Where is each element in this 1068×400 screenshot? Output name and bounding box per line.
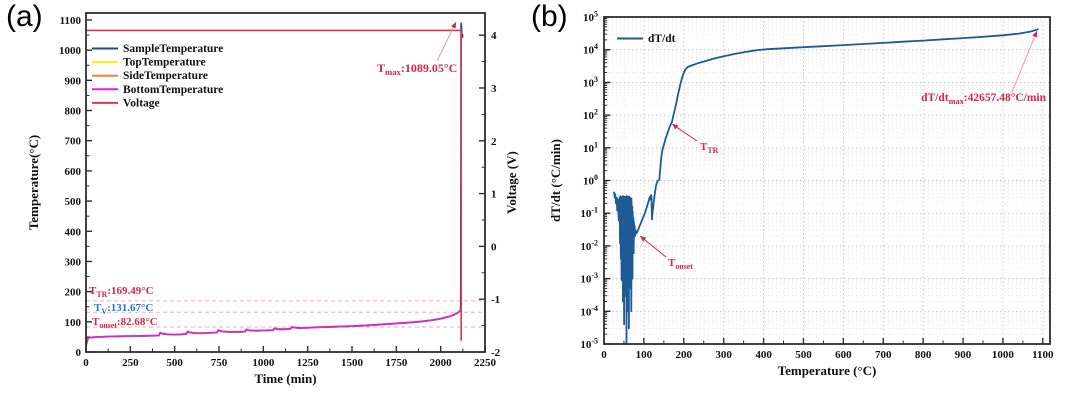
annotation-t-max: Tmax:1089.05°C bbox=[377, 61, 457, 77]
legend-label-Voltage: Voltage bbox=[123, 97, 160, 109]
legend-label-dT/dt: dT/dt bbox=[648, 33, 676, 45]
x-tick-label: 0 bbox=[83, 357, 89, 369]
y-tick-label: 1000 bbox=[59, 45, 82, 57]
annotation-t-onset-b: Tonset bbox=[668, 257, 693, 271]
y2-tick-label: 4 bbox=[491, 30, 497, 42]
x-tick-label: 500 bbox=[795, 349, 812, 361]
series-dT/dt bbox=[613, 28, 1039, 345]
y-tick-label: 300 bbox=[65, 256, 82, 268]
y-tick-label: 104 bbox=[583, 42, 598, 57]
x-tick-label: 1750 bbox=[385, 357, 408, 369]
y2-tick-label: 1 bbox=[491, 189, 497, 201]
y-axis-title: dT/dt (°C/min) bbox=[548, 139, 563, 222]
y-tick-label: 10-3 bbox=[580, 271, 598, 286]
x-tick-label: 900 bbox=[955, 349, 972, 361]
annotation-arrowhead bbox=[672, 124, 679, 130]
x-tick-label: 1000 bbox=[992, 349, 1015, 361]
series-BottomTemperature bbox=[85, 309, 462, 344]
y-tick-label: 10-1 bbox=[580, 206, 598, 221]
y-tick-label: 500 bbox=[65, 196, 82, 208]
y-tick-label: 105 bbox=[583, 10, 598, 25]
panel-b-letter: (b) bbox=[531, 0, 568, 33]
y-tick-label: 400 bbox=[65, 226, 82, 238]
y-tick-label: 600 bbox=[65, 166, 82, 178]
x-tick-label: 250 bbox=[122, 357, 139, 369]
x-tick-label: 1250 bbox=[297, 357, 320, 369]
x-tick-label: 600 bbox=[835, 349, 852, 361]
x-tick-label: 1000 bbox=[252, 357, 275, 369]
y-tick-label: 700 bbox=[65, 136, 82, 148]
y2-tick-label: 0 bbox=[491, 241, 497, 253]
y-tick-label: 10-5 bbox=[580, 337, 598, 352]
y-tick-label: 103 bbox=[583, 75, 598, 90]
y-tick-label: 1100 bbox=[60, 15, 82, 27]
y2-tick-label: -1 bbox=[491, 294, 500, 306]
x-tick-label: 100 bbox=[636, 349, 653, 361]
x-tick-label: 200 bbox=[676, 349, 693, 361]
x-tick-label: 700 bbox=[875, 349, 892, 361]
series-Voltage bbox=[86, 29, 462, 342]
x-axis-title: Time (min) bbox=[254, 371, 316, 386]
y2-tick-label: 3 bbox=[491, 83, 497, 95]
grid bbox=[604, 17, 1050, 344]
y-tick-label: 102 bbox=[583, 108, 598, 123]
annotation-arrowhead bbox=[640, 236, 647, 242]
annotation-t-tr-b: TTR bbox=[700, 141, 719, 155]
annotation-t-onset: Tonset:82.68°C bbox=[92, 316, 158, 330]
annotation-arrowhead bbox=[451, 22, 456, 29]
panel-b-chart: 0 100 200 300 400 500 600 700 800 900 1000 1100 10-5… bbox=[548, 10, 1054, 379]
y-tick-label: 800 bbox=[65, 106, 82, 118]
y-tick-label: 200 bbox=[65, 287, 82, 299]
x-tick-label: 1100 bbox=[1032, 349, 1054, 361]
x-tick-label: 500 bbox=[166, 357, 183, 369]
y2-axis-title: Voltage (V) bbox=[504, 151, 519, 214]
y-tick-label: 900 bbox=[65, 75, 82, 87]
x-tick-label: 1500 bbox=[341, 357, 364, 369]
x-axis-title: Temperature (°C) bbox=[778, 363, 877, 378]
x-tick-label: 400 bbox=[755, 349, 772, 361]
y-axis-title: Temperature(°C) bbox=[26, 135, 41, 230]
x-tick-label: 750 bbox=[211, 357, 228, 369]
legend-label-SampleTemperature: SampleTemperature bbox=[123, 43, 223, 55]
y2-tick-label: 2 bbox=[491, 136, 497, 148]
annotation-t-v: TV:131.67°C bbox=[94, 302, 153, 316]
y-tick-label: 0 bbox=[76, 347, 82, 359]
plot-frame bbox=[603, 16, 1051, 345]
annotation-arrow bbox=[1011, 30, 1038, 93]
annotation-t-tr: TTR:169.49°C bbox=[89, 285, 154, 299]
y-tick-label: 100 bbox=[583, 173, 598, 188]
y-tick-label: 100 bbox=[65, 317, 82, 329]
legend-label-BottomTemperature: BottomTemperature bbox=[123, 84, 223, 96]
y-tick-label: 10-4 bbox=[580, 304, 598, 319]
legend-label-TopTemperature: TopTemperature bbox=[123, 57, 206, 69]
panel-a-chart: 0 250 500 750 1000 1250 1500 1750 2000 2250010020… bbox=[26, 12, 519, 386]
legend-label-SideTemperature: SideTemperature bbox=[123, 70, 208, 82]
y2-tick-label: -2 bbox=[491, 347, 501, 359]
x-tick-label: 2000 bbox=[430, 357, 453, 369]
x-tick-label: 0 bbox=[601, 349, 607, 361]
x-tick-label: 800 bbox=[915, 349, 932, 361]
y-tick-label: 10-2 bbox=[580, 238, 598, 253]
x-tick-label: 2250 bbox=[474, 357, 497, 369]
annotation-arrowhead bbox=[1032, 31, 1038, 38]
panel-a-letter: (a) bbox=[6, 0, 43, 33]
annotation-dtdt-max: dT/dtmax:42657.48°C/min bbox=[921, 92, 1046, 106]
annotation-arrow bbox=[436, 21, 457, 62]
y-tick-label: 101 bbox=[583, 140, 598, 155]
x-tick-label: 300 bbox=[715, 349, 732, 361]
